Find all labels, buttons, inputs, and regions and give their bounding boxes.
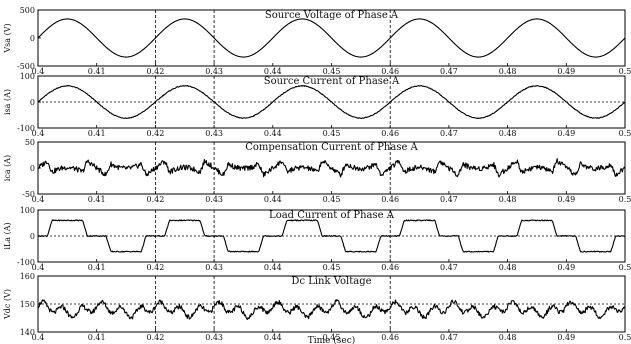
panel-4: Load Current of Phase A 100 0 -100 iLa (A) 0.… [3, 206, 631, 272]
y-tick-label: 150 [20, 300, 35, 309]
x-tick-label: 0.47 [440, 333, 458, 342]
x-tick-label: 0.43 [205, 195, 223, 204]
x-tick-label: 0.41 [88, 129, 106, 138]
y-tick-label: 0 [30, 164, 35, 173]
y-axis-label: iLa (A) [3, 222, 12, 249]
x-tick-label: 0.4 [32, 129, 45, 138]
x-tick-label: 0.4 [32, 67, 45, 76]
x-tick-label: 0.46 [381, 195, 399, 204]
series-line [37, 84, 626, 120]
x-tick-label: 0.41 [88, 67, 106, 76]
x-tick-label: 0.45 [323, 67, 341, 76]
x-tick-label: 0.46 [381, 67, 399, 76]
x-tick-label: 0.47 [440, 195, 458, 204]
y-tick-label: -500 [17, 62, 35, 71]
x-tick-label: 0.4 [32, 333, 45, 342]
panel-title: Source Voltage of Phase A [265, 10, 399, 21]
y-axis-label: ica (A) [3, 155, 12, 181]
y-tick-label: 100 [20, 206, 35, 215]
y-tick-label: 140 [20, 328, 35, 337]
x-tick-label: 0.45 [323, 263, 341, 272]
x-tick-label: 0.43 [205, 67, 223, 76]
x-tick-label: 0.44 [264, 67, 282, 76]
panel-2: Source Current of Phase A 100 0 -100 isa (A)… [3, 72, 631, 138]
x-tick-label: 0.42 [146, 333, 164, 342]
y-tick-label: 500 [20, 6, 35, 15]
x-tick-label: 0.4 [32, 263, 45, 272]
x-tick-label: 0.49 [557, 67, 575, 76]
x-tick-label: 0.46 [381, 129, 399, 138]
series-line [37, 299, 626, 320]
x-tick-label: 0.42 [146, 67, 164, 76]
x-tick-label: 0.49 [557, 129, 575, 138]
y-tick-label: 160 [20, 272, 35, 281]
panel-title: Source Current of Phase A [264, 76, 400, 87]
x-tick-label: 0.43 [205, 333, 223, 342]
x-tick-label: 0.47 [440, 263, 458, 272]
x-axis-label: Time (sec) [308, 335, 356, 344]
x-tick-label: 0.47 [440, 129, 458, 138]
x-tick-label: 0.48 [499, 263, 517, 272]
x-tick-label: 0.47 [440, 67, 458, 76]
y-tick-label: -100 [17, 258, 35, 267]
y-tick-label: 0 [30, 98, 35, 107]
panel-title: Compensation Current of Phase A [245, 142, 418, 153]
x-tick-label: 0.48 [499, 195, 517, 204]
x-tick-label: 0.48 [499, 67, 517, 76]
x-tick-label: 0.41 [88, 333, 106, 342]
x-tick-label: 0.46 [381, 333, 399, 342]
x-tick-label: 0.42 [146, 263, 164, 272]
x-tick-label: 0.41 [88, 195, 106, 204]
x-tick-label: 0.42 [146, 129, 164, 138]
y-tick-label: 0 [30, 232, 35, 241]
x-tick-label: 0.49 [557, 333, 575, 342]
x-tick-label: 0.44 [264, 195, 282, 204]
x-tick-label: 0.5 [619, 67, 631, 76]
x-tick-label: 0.46 [381, 263, 399, 272]
panel-title: Dc Link Voltage [291, 276, 371, 287]
series-line [37, 219, 626, 253]
series-line [37, 18, 626, 58]
panel-title: Load Current of Phase A [269, 210, 395, 221]
panel-1: Source Voltage of Phase A 500 0 -500 Vsa (V)… [3, 6, 631, 76]
y-axis-label: Vsa (V) [3, 23, 12, 53]
y-tick-label: 0 [30, 34, 35, 43]
x-tick-label: 0.5 [619, 129, 631, 138]
x-tick-label: 0.43 [205, 129, 223, 138]
y-tick-label: 100 [20, 72, 35, 81]
x-tick-label: 0.5 [619, 333, 631, 342]
y-axis-label: isa (A) [3, 89, 12, 115]
y-tick-label: -100 [17, 124, 35, 133]
x-tick-label: 0.45 [323, 333, 341, 342]
x-tick-label: 0.45 [323, 195, 341, 204]
panel-3: Compensation Current of Phase A 50 0 -50 ica… [3, 138, 631, 204]
y-tick-label: 50 [25, 138, 35, 147]
x-tick-label: 0.44 [264, 263, 282, 272]
x-tick-label: 0.44 [264, 333, 282, 342]
x-tick-label: 0.5 [619, 195, 631, 204]
x-tick-label: 0.44 [264, 129, 282, 138]
x-tick-label: 0.49 [557, 195, 575, 204]
x-tick-label: 0.43 [205, 263, 223, 272]
x-tick-label: 0.42 [146, 195, 164, 204]
x-tick-label: 0.49 [557, 263, 575, 272]
x-tick-label: 0.41 [88, 263, 106, 272]
x-tick-label: 0.48 [499, 129, 517, 138]
y-axis-label: Vdc (V) [3, 289, 12, 320]
series-line [37, 158, 626, 178]
x-tick-label: 0.4 [32, 195, 45, 204]
x-tick-label: 0.5 [619, 263, 631, 272]
y-tick-label: -50 [22, 190, 35, 199]
x-tick-label: 0.45 [323, 129, 341, 138]
panel-5: Dc Link Voltage 160 150 140 Vdc (V) 0.4 0.41 0.… [3, 272, 631, 344]
x-tick-label: 0.48 [499, 333, 517, 342]
